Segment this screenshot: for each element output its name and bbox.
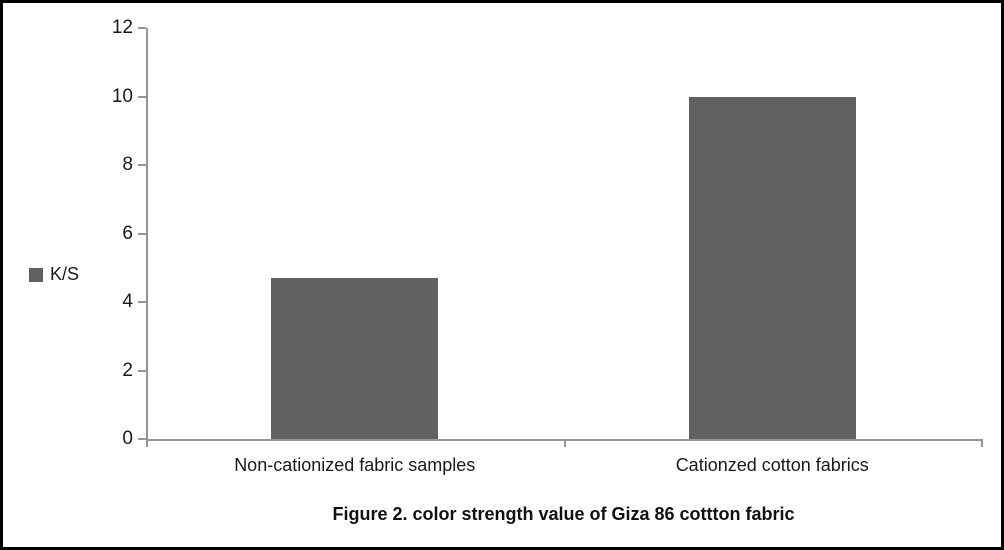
x-axis-category-label: Non-cationized fabric samples: [234, 455, 476, 475]
y-axis-tick-mark: [138, 369, 146, 372]
x-axis-category-label: Cationzed cotton fabrics: [675, 455, 869, 475]
y-axis-tick-mark: [138, 232, 146, 235]
y-axis-tick-label: 12: [111, 17, 133, 38]
bar-cationzed-cotton-fabrics: [688, 96, 856, 439]
y-axis-tick-mark: [138, 27, 146, 29]
y-axis-tick-label: 4: [122, 291, 133, 312]
x-axis-tick-mark: [146, 439, 148, 447]
y-axis-tick-label: 2: [122, 359, 133, 381]
y-axis-tick-mark: [138, 438, 146, 440]
y-axis-tick-label: 6: [122, 222, 133, 244]
y-axis-tick-mark: [138, 95, 146, 98]
legend-swatch-icon: [29, 267, 43, 282]
x-axis-tick-mark: [981, 439, 983, 447]
y-axis-tick-mark: [138, 301, 146, 303]
plot-area: 0 2 4 6 8 10 12 Non-cationized fabric samples C…: [3, 3, 1001, 547]
y-axis-tick-label: 8: [122, 154, 133, 175]
x-axis-tick-mark: [563, 439, 566, 447]
y-axis-tick-mark: [138, 164, 146, 166]
legend: K/S: [29, 264, 79, 285]
y-axis-tick-label: 10: [111, 85, 133, 107]
bar-non-cationized-fabric-samples: [271, 278, 439, 439]
figure-caption: Figure 2. color strength value of Giza 8…: [332, 504, 795, 524]
y-axis-line: [146, 28, 148, 441]
legend-label: K/S: [50, 264, 80, 284]
y-axis-tick-label: 0: [122, 428, 133, 449]
